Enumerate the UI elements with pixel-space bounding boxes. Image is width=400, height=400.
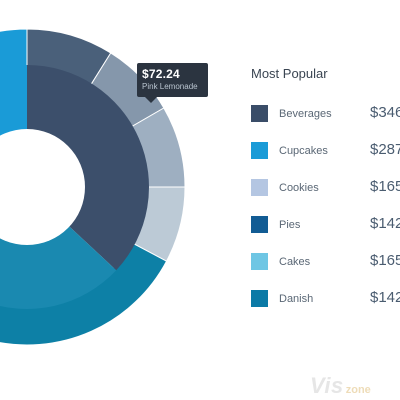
legend-label: Danish: [279, 293, 314, 305]
inner-slice-cupcakes[interactable]: [0, 187, 117, 309]
legend-value: $287: [370, 141, 400, 158]
legend-value: $165: [370, 252, 400, 269]
legend-item-beverages[interactable]: Beverages $346: [251, 104, 400, 123]
legend-swatch: [251, 253, 268, 270]
legend-label: Cupcakes: [279, 145, 328, 157]
watermark-sub: zone: [345, 384, 371, 396]
legend-swatch: [251, 290, 268, 307]
legend-item-cakes[interactable]: Cakes $165: [251, 252, 400, 271]
legend-label: Cookies: [279, 182, 319, 194]
inner-slice-beverages[interactable]: [27, 65, 149, 271]
legend-swatch: [251, 179, 268, 196]
legend-label: Cakes: [279, 256, 311, 268]
legend-swatch: [251, 142, 268, 159]
outer-slice-6[interactable]: [0, 28, 28, 187]
inner-slice-cupcakes[interactable]: [0, 65, 27, 187]
legend-item-cookies[interactable]: Cookies $165: [251, 178, 400, 197]
chart-tooltip: $72.24 Pink Lemonade: [137, 63, 208, 103]
watermark-main: Vis: [310, 373, 344, 398]
legend-swatch: [251, 216, 268, 233]
tooltip-label: Pink Lemonade: [142, 82, 198, 91]
watermark-logo: Vis zone: [310, 373, 371, 399]
legend-value: $142: [370, 215, 400, 232]
tooltip-value: $72.24: [142, 67, 180, 81]
legend-label: Beverages: [279, 108, 332, 120]
legend-item-pies[interactable]: Pies $142: [251, 215, 400, 234]
legend-value: $142: [370, 289, 400, 306]
legend-value: $346: [370, 104, 400, 121]
legend-title: Most Popular: [251, 66, 328, 81]
legend-label: Pies: [279, 219, 301, 231]
donut-hole: [0, 129, 85, 245]
inner-ring: [0, 65, 149, 309]
legend-swatch: [251, 105, 268, 122]
legend: Beverages $346 Cupcakes $287 Cookies $165 Pies…: [251, 0, 400, 400]
legend-value: $165: [370, 178, 400, 195]
legend-item-danish[interactable]: Danish $142: [251, 289, 400, 308]
legend-item-cupcakes[interactable]: Cupcakes $287: [251, 141, 400, 160]
